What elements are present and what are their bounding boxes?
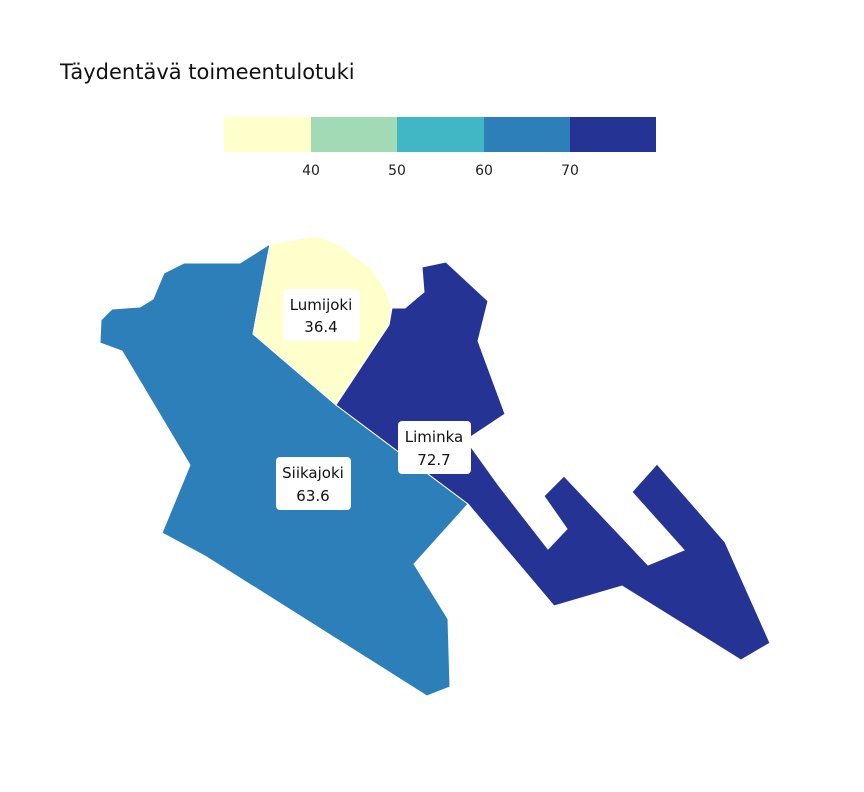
legend-swatch-5 <box>570 117 656 152</box>
label-lumijoki: Lumijoki 36.4 <box>283 289 360 341</box>
map-title: Täydentävä toimeentulotuki <box>60 60 355 84</box>
label-siikajoki-name: Siikajoki <box>282 464 344 482</box>
legend-swatch-1 <box>224 117 311 152</box>
label-lumijoki-value: 36.4 <box>304 318 337 336</box>
legend-tick-60: 60 <box>475 163 493 179</box>
legend-tick-50: 50 <box>388 163 406 179</box>
legend-swatch-2 <box>311 117 397 152</box>
label-liminka-name: Liminka <box>405 428 463 446</box>
label-siikajoki: Siikajoki 63.6 <box>276 457 351 510</box>
region-labels: Lumijoki 36.4 Liminka 72.7 Siikajoki 63.… <box>276 289 471 510</box>
label-lumijoki-name: Lumijoki <box>290 296 353 314</box>
legend-swatch-3 <box>397 117 484 152</box>
region-liminka[interactable] <box>335 261 771 661</box>
label-siikajoki-value: 63.6 <box>296 487 329 505</box>
legend-tick-40: 40 <box>302 163 320 179</box>
legend: 40 50 60 70 <box>224 117 656 179</box>
label-liminka: Liminka 72.7 <box>398 421 471 474</box>
legend-tick-70: 70 <box>561 163 579 179</box>
legend-swatch-4 <box>484 117 570 152</box>
label-liminka-value: 72.7 <box>417 451 450 469</box>
